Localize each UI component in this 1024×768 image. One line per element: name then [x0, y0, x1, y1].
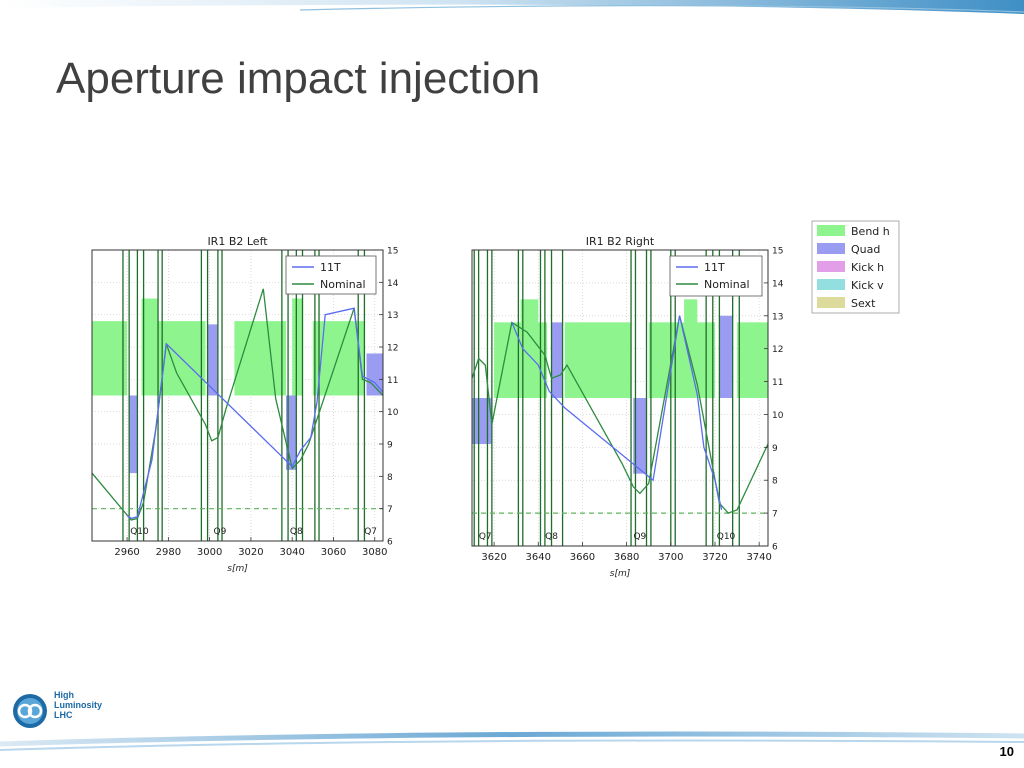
- series-line-nominal: [92, 288, 383, 521]
- element-legend-label: Kick v: [851, 279, 884, 292]
- bend-h-element: [737, 322, 768, 398]
- chart-ir1-b2-left: IR1 B2 Left 2960 2980 3000 3020 3040 3060 30806…: [91, 235, 399, 574]
- element-legend-swatch: [817, 225, 845, 236]
- x-tick-label: 2980: [156, 547, 181, 558]
- magnet-label: Q9: [214, 527, 227, 537]
- x-axis-label: s[m]: [610, 569, 631, 579]
- magnet-label: Q8: [290, 527, 303, 537]
- y-tick-label: 13: [387, 311, 398, 321]
- element-legend-swatch: [817, 279, 845, 290]
- x-tick-label: 3660: [570, 552, 595, 563]
- quad-element: [719, 315, 733, 398]
- element-legend-swatch: [817, 261, 845, 272]
- series-line-11t: [511, 315, 723, 510]
- y-tick-label: 6: [387, 538, 393, 548]
- element-type-legend: Bend h Quad Kick h Kick v Sext: [811, 220, 900, 314]
- plot-content: [472, 250, 768, 546]
- x-tick-label: 3640: [526, 552, 551, 563]
- y-tick-label: 8: [387, 473, 393, 483]
- y-tick-label: 14: [772, 279, 784, 289]
- legend-label-nominal: Nominal: [704, 278, 750, 291]
- x-tick-label: 3040: [279, 547, 304, 558]
- x-tick-label: 3020: [238, 547, 263, 558]
- x-tick-label: 3620: [481, 552, 506, 563]
- chart-ir1-b2-right: IR1 B2 Right 3620 3640 3660 3680 3700 3720 3740…: [471, 235, 784, 579]
- logo-text-line1: High: [54, 690, 74, 700]
- x-tick-label: 3700: [658, 552, 683, 563]
- y-tick-label: 14: [387, 279, 399, 289]
- y-tick-label: 12: [387, 344, 398, 354]
- element-legend-label: Quad: [851, 243, 880, 256]
- y-tick-label: 12: [772, 345, 783, 355]
- magnet-label: Q10: [717, 532, 736, 542]
- legend-label-11t: 11T: [320, 261, 341, 274]
- chart-title: IR1 B2 Left: [207, 235, 268, 248]
- magnet-label: Q7: [364, 527, 377, 537]
- magnet-label: Q7: [479, 532, 492, 542]
- plot-frame: [471, 249, 769, 547]
- y-tick-label: 10: [772, 411, 784, 421]
- plot-content: [92, 250, 383, 541]
- series-legend: 11T Nominal: [669, 255, 763, 297]
- quad-element: [472, 398, 492, 445]
- bend-h-element: [292, 298, 303, 396]
- bend-h-element: [648, 322, 715, 398]
- element-legend-swatch: [817, 297, 845, 308]
- x-tick-label: 3080: [362, 547, 387, 558]
- x-tick-label: 3740: [746, 552, 771, 563]
- chart-title: IR1 B2 Right: [586, 235, 655, 248]
- y-tick-label: 11: [772, 378, 783, 388]
- y-tick-label: 15: [772, 247, 783, 257]
- logo-text-line2: Luminosity: [54, 700, 103, 710]
- top-banner-swoosh: [0, 0, 1024, 14]
- magnet-label: Q8: [545, 532, 558, 542]
- quad-element: [551, 322, 563, 398]
- y-tick-label: 9: [387, 441, 393, 451]
- x-tick-label: 3000: [197, 547, 222, 558]
- y-tick-label: 9: [772, 444, 778, 454]
- legend-label-11t: 11T: [704, 261, 725, 274]
- series-legend: 11T Nominal: [285, 255, 377, 295]
- y-tick-label: 8: [772, 477, 778, 487]
- high-luminosity-lhc-logo: High Luminosity LHC: [10, 690, 120, 730]
- y-tick-label: 10: [387, 408, 399, 418]
- quad-element: [633, 398, 647, 474]
- element-legend-label: Sext: [851, 297, 876, 310]
- lhc-ring-icon: [13, 694, 47, 728]
- element-legend-swatch: [817, 243, 845, 254]
- x-tick-label: 3680: [614, 552, 639, 563]
- logo-text-line3: LHC: [54, 710, 73, 720]
- page-number: 10: [999, 744, 1014, 759]
- quad-element: [207, 324, 218, 396]
- y-tick-label: 11: [387, 376, 398, 386]
- x-axis-label: s[m]: [227, 564, 248, 574]
- y-tick-label: 13: [772, 312, 783, 322]
- x-tick-label: 2960: [114, 547, 139, 558]
- series-line-11t: [126, 307, 383, 520]
- y-tick-label: 15: [387, 247, 398, 257]
- x-tick-label: 3060: [321, 547, 346, 558]
- quad-element: [286, 395, 297, 470]
- magnet-label: Q10: [130, 527, 149, 537]
- element-legend-label: Kick h: [851, 261, 884, 274]
- y-tick-label: 7: [772, 510, 778, 520]
- plot-frame: [91, 249, 384, 542]
- bend-h-element: [564, 322, 632, 398]
- y-tick-label: 7: [387, 505, 393, 515]
- bottom-banner-swoosh: [0, 731, 1024, 768]
- bend-h-element: [141, 298, 159, 396]
- legend-label-nominal: Nominal: [320, 278, 366, 291]
- bend-h-element: [234, 321, 286, 396]
- bend-h-element: [92, 321, 128, 396]
- magnet-label: Q9: [633, 532, 646, 542]
- element-legend-label: Bend h: [851, 225, 890, 238]
- quad-element: [129, 395, 138, 474]
- x-tick-label: 3720: [702, 552, 727, 563]
- slide-title: Aperture impact injection: [56, 54, 541, 103]
- quad-element: [366, 353, 383, 396]
- y-tick-label: 6: [772, 543, 778, 553]
- bend-h-element: [520, 299, 539, 398]
